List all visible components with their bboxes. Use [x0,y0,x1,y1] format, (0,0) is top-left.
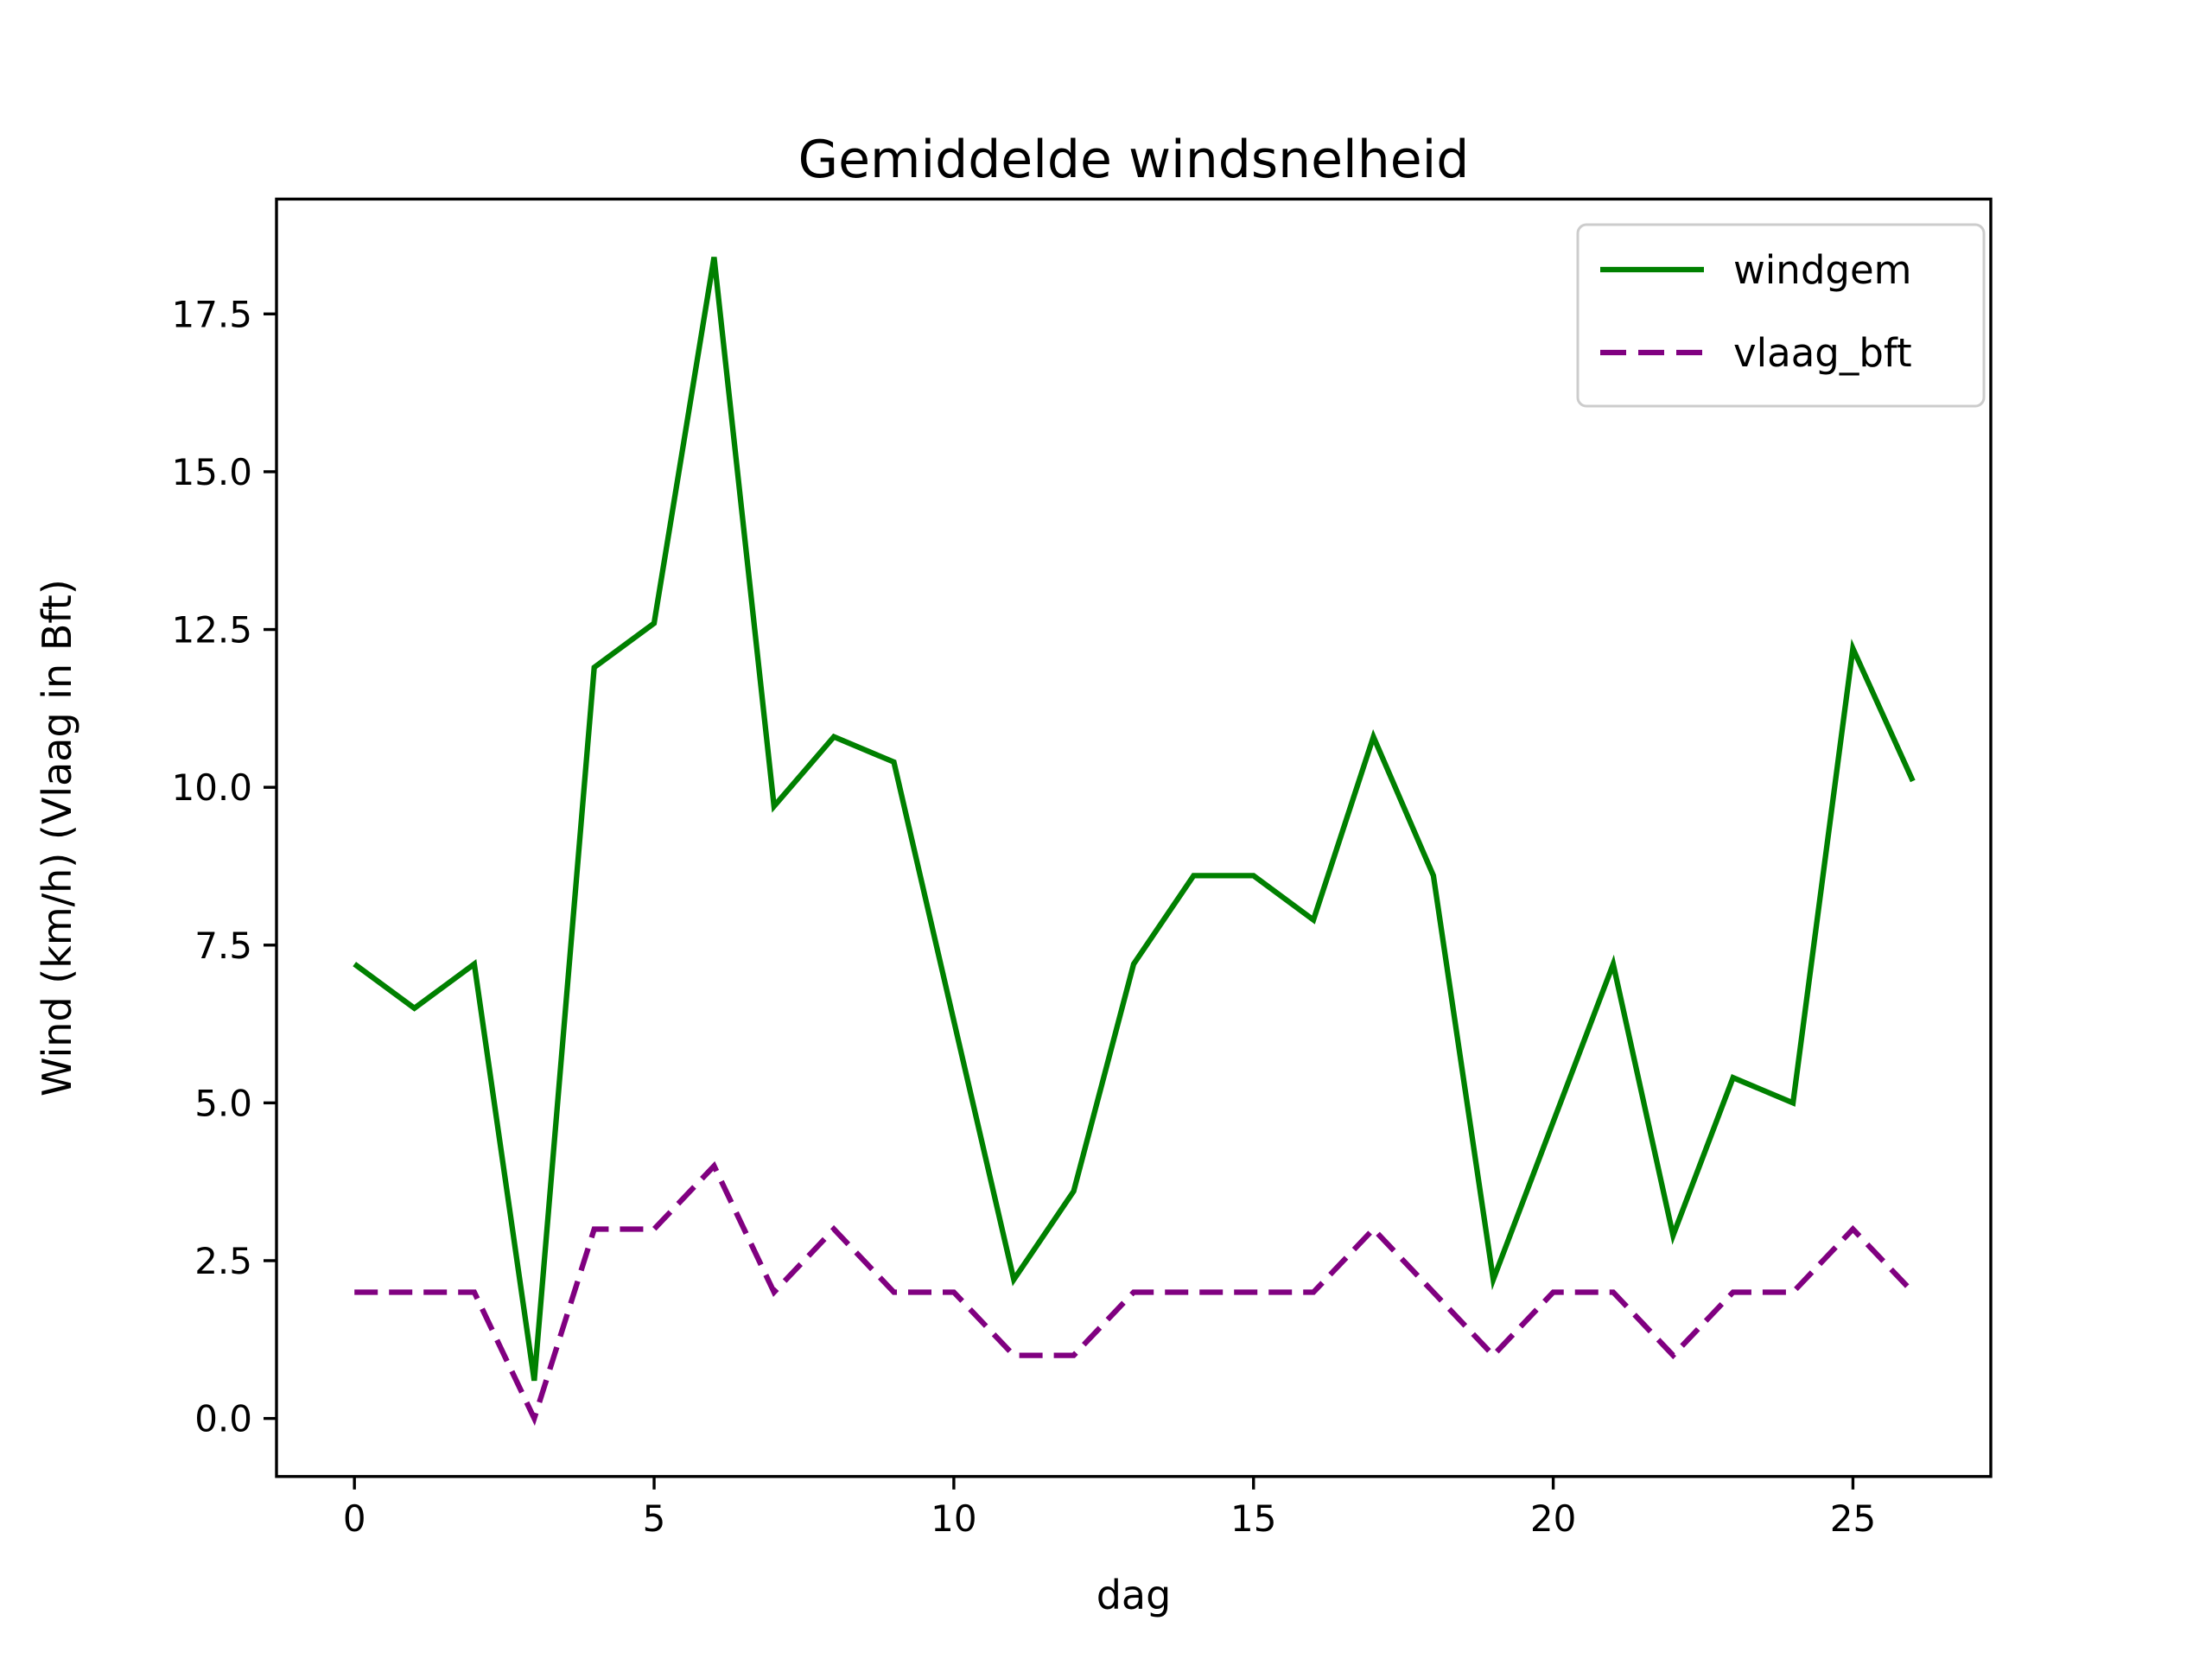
y-tick-label: 15.0 [171,451,252,493]
x-tick-label: 15 [1230,1497,1276,1540]
y-tick-label: 0.0 [194,1398,252,1440]
legend: windgem vlaag_bft [1576,223,1986,408]
x-tick-label: 25 [1830,1497,1876,1540]
axis-ticks: 0 5 10 15 20 25 0.0 2.5 5.0 7.5 10.0 12.5 15.0 17.5 [171,293,1876,1539]
x-tick-label: 20 [1530,1497,1576,1540]
x-tick-label: 10 [931,1497,976,1540]
y-tick-label: 17.5 [171,293,252,335]
legend-label-windgem: windgem [1733,247,1911,293]
x-tick-label: 5 [643,1497,666,1540]
plot-border [275,197,1993,1478]
series-vlaag_bft-line [354,1160,1916,1427]
y-tick-label: 2.5 [194,1240,252,1282]
y-tick-label: 5.0 [194,1082,252,1124]
y-tick-label: 7.5 [194,925,252,967]
legend-label-vlaag-bft: vlaag_bft [1733,330,1912,376]
x-axis-label: dag [1096,1572,1172,1618]
y-tick-label: 12.5 [171,609,252,652]
chart-title: Gemiddelde windsnelheid [798,130,1470,190]
x-tick-label: 0 [343,1497,366,1540]
y-axis-label: Wind (km/h) (Vlaag in Bft) [34,579,80,1096]
y-tick-label: 10.0 [171,766,252,809]
series-windgem-line [353,257,1916,1382]
series-lines [353,257,1916,1427]
